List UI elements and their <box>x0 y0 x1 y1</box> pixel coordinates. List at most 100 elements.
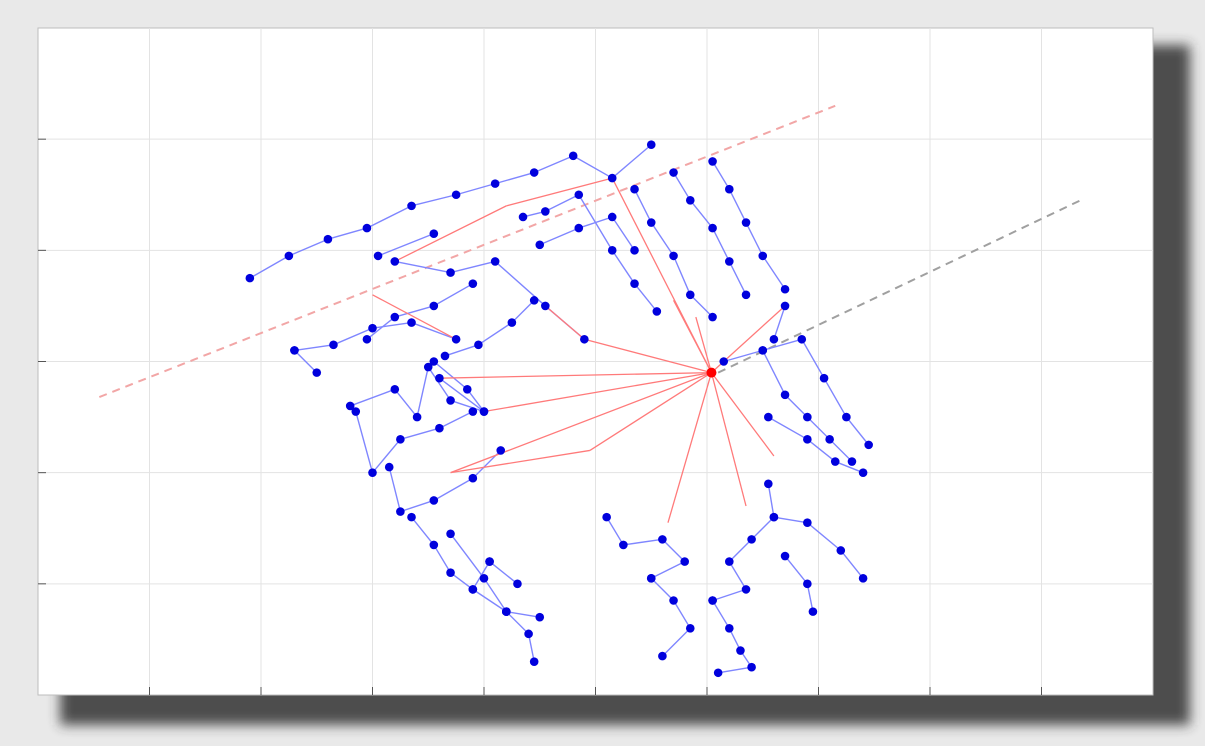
data-point <box>429 301 439 311</box>
data-point <box>736 646 745 655</box>
data-point <box>446 396 455 405</box>
path-edge <box>394 205 507 263</box>
path-edge <box>450 372 712 474</box>
tree-edge <box>650 222 675 257</box>
data-point <box>468 279 478 288</box>
data-point <box>329 340 338 350</box>
tree-edge <box>773 516 808 524</box>
tree-edge <box>388 466 402 512</box>
data-point <box>725 557 734 566</box>
data-point <box>479 573 489 583</box>
tree-edge <box>672 172 691 201</box>
tree-edge <box>689 294 714 318</box>
path-edge <box>439 371 712 379</box>
data-point <box>479 407 489 416</box>
tree-edge <box>672 600 691 629</box>
tree-edge <box>572 155 613 179</box>
data-point <box>390 384 400 394</box>
tree-edge <box>377 233 435 257</box>
tree-edge <box>539 227 580 246</box>
data-point <box>390 312 400 322</box>
data-point <box>725 184 734 194</box>
tree-edge <box>394 260 451 274</box>
tree-edge <box>834 460 864 474</box>
tree-edge <box>527 633 535 662</box>
tree-edge <box>439 410 474 429</box>
tree-edge <box>505 611 530 635</box>
tree-edge <box>433 477 474 502</box>
data-point <box>780 284 790 294</box>
data-point <box>819 373 829 383</box>
tree-edge <box>672 255 691 296</box>
data-point <box>440 351 450 361</box>
tree-edge <box>728 561 747 590</box>
tree-edge <box>533 155 574 174</box>
data-point <box>351 407 361 416</box>
data-point <box>758 346 768 355</box>
data-point <box>719 357 729 366</box>
data-point <box>803 412 812 422</box>
data-point <box>669 596 678 605</box>
tree-edge <box>661 627 691 657</box>
data-point <box>758 251 768 261</box>
tree-edge <box>762 350 786 396</box>
tree-edge <box>633 283 658 312</box>
data-point <box>574 223 584 233</box>
data-point <box>685 290 695 300</box>
tree-edge <box>611 249 636 285</box>
data-point <box>446 568 455 578</box>
data-point <box>451 190 461 200</box>
tree-edge <box>371 438 401 474</box>
tree-edge <box>840 550 864 579</box>
data-point <box>529 296 539 305</box>
tree-edge <box>444 344 479 357</box>
data-point <box>541 301 550 311</box>
data-point <box>769 512 779 522</box>
data-point <box>451 334 461 344</box>
data-point <box>396 435 405 444</box>
tree-edge <box>845 416 870 446</box>
tree-edge <box>728 188 747 223</box>
data-point <box>630 279 639 288</box>
data-point <box>362 223 372 233</box>
data-point <box>658 651 667 661</box>
data-point <box>568 151 578 161</box>
tree-edge <box>712 588 747 602</box>
data-point <box>669 168 678 177</box>
data-point <box>518 212 528 222</box>
data-point <box>680 557 689 566</box>
data-point <box>741 290 751 300</box>
data-point <box>607 212 617 222</box>
data-point <box>496 446 506 455</box>
tree-edge <box>578 216 613 229</box>
data-point <box>407 201 416 211</box>
tree-edge <box>711 161 730 190</box>
data-point <box>764 412 773 422</box>
tree-edge <box>411 194 457 207</box>
data-point <box>490 257 500 266</box>
tree-edge <box>394 305 435 318</box>
tree-edge <box>450 399 485 413</box>
data-point <box>708 596 717 605</box>
tree-edge <box>472 588 507 613</box>
data-point <box>630 246 639 255</box>
red-dashed-line <box>98 104 836 399</box>
data-point <box>412 412 422 422</box>
data-point <box>858 468 868 477</box>
tree-edge <box>506 610 540 618</box>
data-point <box>708 223 717 233</box>
data-point <box>797 334 807 344</box>
tree-edge <box>829 438 853 463</box>
tree-edge <box>288 238 329 257</box>
tree-edge <box>449 533 485 579</box>
grid <box>38 28 1153 695</box>
data-point <box>524 629 533 639</box>
data-point <box>429 496 439 505</box>
tree-edge <box>711 227 730 262</box>
root-point <box>706 367 717 378</box>
data-point <box>446 529 455 539</box>
data-point <box>864 440 873 450</box>
path-edge <box>483 371 712 413</box>
data-point <box>468 585 478 594</box>
tree-edge <box>723 349 763 363</box>
